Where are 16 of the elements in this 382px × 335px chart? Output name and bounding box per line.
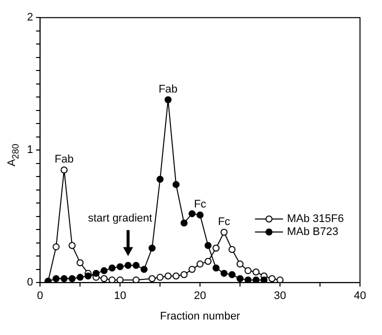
y-tick-label: 1 [26,144,34,156]
x-tick-label: 30 [274,290,286,302]
x-tick-label: 40 [354,290,366,302]
annotation: Fab [54,154,74,166]
x-axis-title: Fraction number [160,310,240,322]
x-tick-label: 20 [194,290,206,302]
legend-label: MAb B723 [287,226,338,238]
x-tick-label: 10 [114,290,126,302]
annotation: Fab [158,83,178,96]
y-tick-label: 0 [26,276,34,289]
annotation: Fc [194,198,207,211]
y-tick-label: 2 [26,12,34,24]
legend-label: MAb 315F6 [287,213,344,226]
annotation: start gradient [88,212,152,225]
annotation: Fc [218,216,231,228]
x-tick-label: 0 [37,290,44,302]
